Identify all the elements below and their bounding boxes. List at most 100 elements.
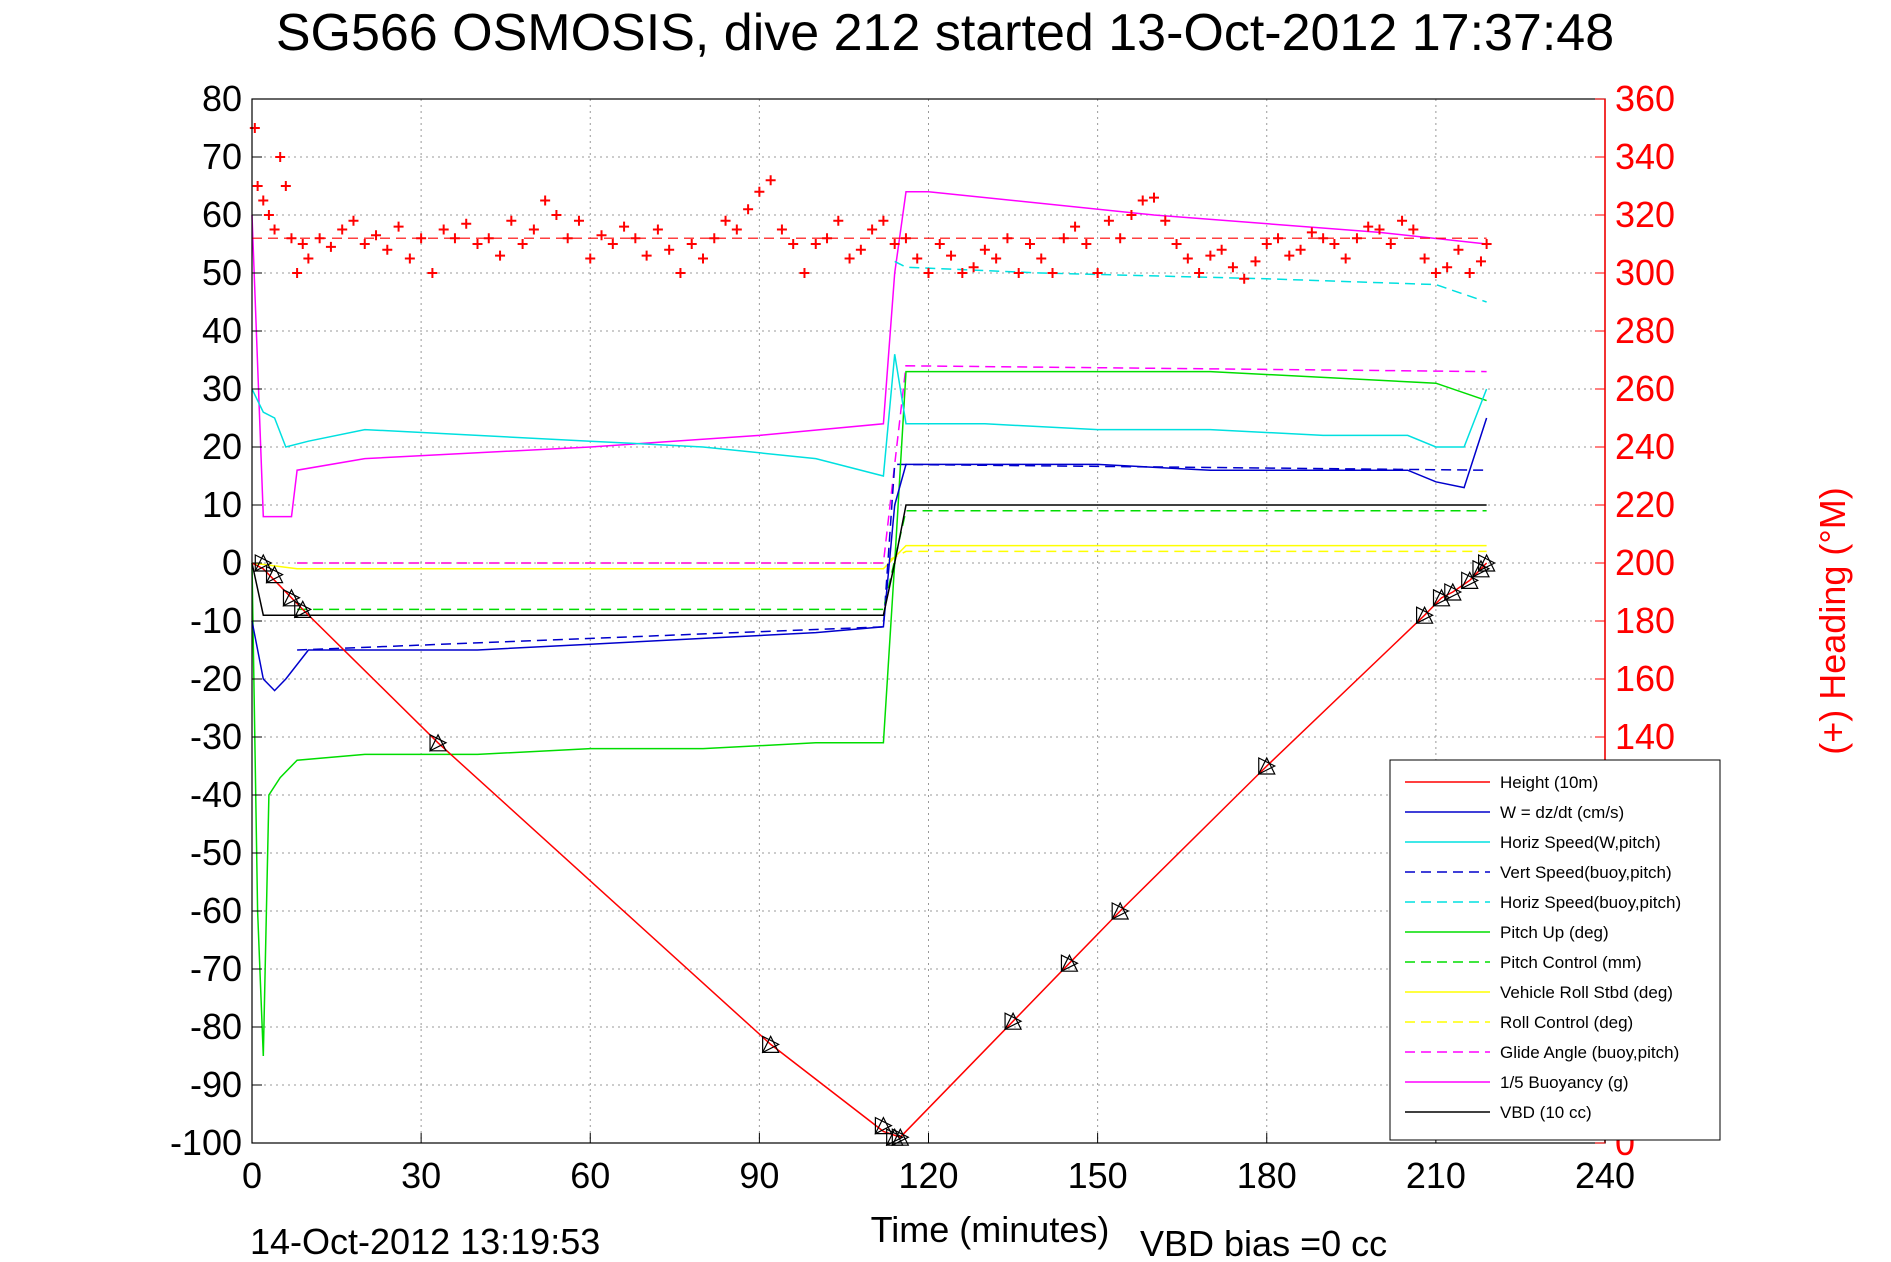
heading-point <box>607 239 618 249</box>
y-tick-label: -10 <box>190 600 242 641</box>
heading-point <box>1103 215 1114 226</box>
heading-point <box>731 224 742 235</box>
y-tick-label: 50 <box>202 252 242 293</box>
marker-triangle-right <box>282 588 301 607</box>
heading-point <box>517 239 528 249</box>
marker-triangle-up <box>1472 559 1490 578</box>
legend-label: Pitch Up (deg) <box>1500 923 1609 942</box>
series-line-w-dz-dt-cm-s <box>251 417 1488 692</box>
heading-point <box>1024 239 1035 249</box>
legend-label: Height (10m) <box>1500 773 1598 792</box>
heading-point <box>1408 224 1419 235</box>
y2-tick-label: 300 <box>1615 252 1675 293</box>
x-axis-label: Time (minutes) <box>871 1209 1110 1250</box>
y-tick-label: 80 <box>202 78 242 119</box>
legend-label: 1/5 Buoyancy (g) <box>1500 1073 1629 1092</box>
marker-triangle-right <box>762 1035 780 1054</box>
y2-tick-label: 220 <box>1615 484 1675 525</box>
y2-tick-label: 320 <box>1615 194 1675 235</box>
heading-point <box>1442 262 1453 273</box>
x-ticks: 0 30 60 90 120 150 180 210 240 <box>242 1133 1635 1196</box>
heading-point <box>833 215 844 226</box>
marker-triangle-up <box>1004 1011 1023 1030</box>
heading-point <box>1036 253 1047 264</box>
marker-triangle-right <box>1415 606 1434 625</box>
y2-tick-label: 260 <box>1615 368 1675 409</box>
marker-triangle-up <box>1415 605 1434 624</box>
heading-point <box>923 268 934 278</box>
heading-point <box>957 268 968 278</box>
legend-label: VBD (10 cc) <box>1500 1103 1592 1122</box>
heading-layer <box>249 123 1492 284</box>
marker-triangle-right <box>1461 571 1480 590</box>
heading-point <box>427 268 438 278</box>
heading-point <box>1475 256 1486 267</box>
heading-point <box>573 215 584 226</box>
y2-tick-label: 240 <box>1615 426 1675 467</box>
heading-point <box>754 186 765 197</box>
marker-triangle-up <box>891 1127 910 1146</box>
x-tick-label: 210 <box>1406 1155 1466 1196</box>
y-tick-label: -50 <box>190 832 242 873</box>
heading-point <box>1261 239 1272 249</box>
heading-point <box>528 224 539 235</box>
series-line-pitch-control-mm <box>297 510 1487 611</box>
y-tick-label: -20 <box>190 658 242 699</box>
y-tick-label: 60 <box>202 194 242 235</box>
marker-triangle-right <box>1060 954 1079 973</box>
heading-point <box>855 244 866 255</box>
heading-point <box>652 224 663 235</box>
marker-triangle-up <box>1257 756 1276 775</box>
y-tick-label: 10 <box>202 484 242 525</box>
heading-point <box>1092 268 1103 278</box>
heading-point <box>889 239 900 249</box>
heading-point <box>1013 268 1024 278</box>
y2-tick-label: 200 <box>1615 542 1675 583</box>
heading-point <box>1194 268 1205 278</box>
heading-point <box>1284 250 1295 261</box>
heading-point <box>1397 215 1408 226</box>
marker-triangle-right <box>891 1128 910 1147</box>
y-tick-label: 30 <box>202 368 242 409</box>
marker-triangle-up <box>1443 582 1462 601</box>
y-tick-label: -80 <box>190 1006 242 1047</box>
y-tick-label: 70 <box>202 136 242 177</box>
heading-point <box>686 239 697 249</box>
heading-point <box>438 224 449 235</box>
marker-triangle-right <box>1111 902 1130 920</box>
heading-point <box>1227 262 1238 273</box>
heading-point <box>619 221 630 232</box>
heading-point <box>1419 253 1430 264</box>
x-tick-label: 90 <box>739 1155 779 1196</box>
heading-point <box>698 253 708 264</box>
heading-point <box>664 244 675 255</box>
heading-point <box>675 268 686 278</box>
heading-point <box>1295 244 1306 255</box>
legend-label: W = dz/dt (cm/s) <box>1500 803 1624 822</box>
x-tick-label: 150 <box>1068 1155 1128 1196</box>
heading-point <box>1481 239 1492 249</box>
heading-point <box>1205 250 1216 261</box>
marker-triangle-up <box>293 600 312 619</box>
legend-label: Horiz Speed(buoy,pitch) <box>1500 893 1681 912</box>
marker-triangle-right <box>1472 559 1491 578</box>
y-tick-label: -70 <box>190 948 242 989</box>
heading-point <box>799 268 810 278</box>
series-layer <box>251 191 1488 1139</box>
legend-label: Roll Control (deg) <box>1500 1013 1633 1032</box>
heading-point <box>1047 268 1058 278</box>
heading-point <box>946 250 957 261</box>
heading-point <box>263 210 274 220</box>
heading-point <box>1250 256 1261 267</box>
heading-point <box>720 215 731 226</box>
y-tick-label: -90 <box>190 1064 242 1105</box>
marker-triangle-up <box>429 733 448 752</box>
series-line-1-5-buoyancy-g <box>251 191 1487 518</box>
heading-point <box>1374 224 1385 235</box>
y2-tick-label: 340 <box>1615 136 1675 177</box>
marker-triangle-up <box>1460 571 1479 590</box>
marker-triangle-up <box>874 1116 893 1135</box>
heading-point <box>1216 244 1227 255</box>
heading-point <box>280 181 291 191</box>
series-line-pitch-up-deg <box>251 370 1487 1057</box>
